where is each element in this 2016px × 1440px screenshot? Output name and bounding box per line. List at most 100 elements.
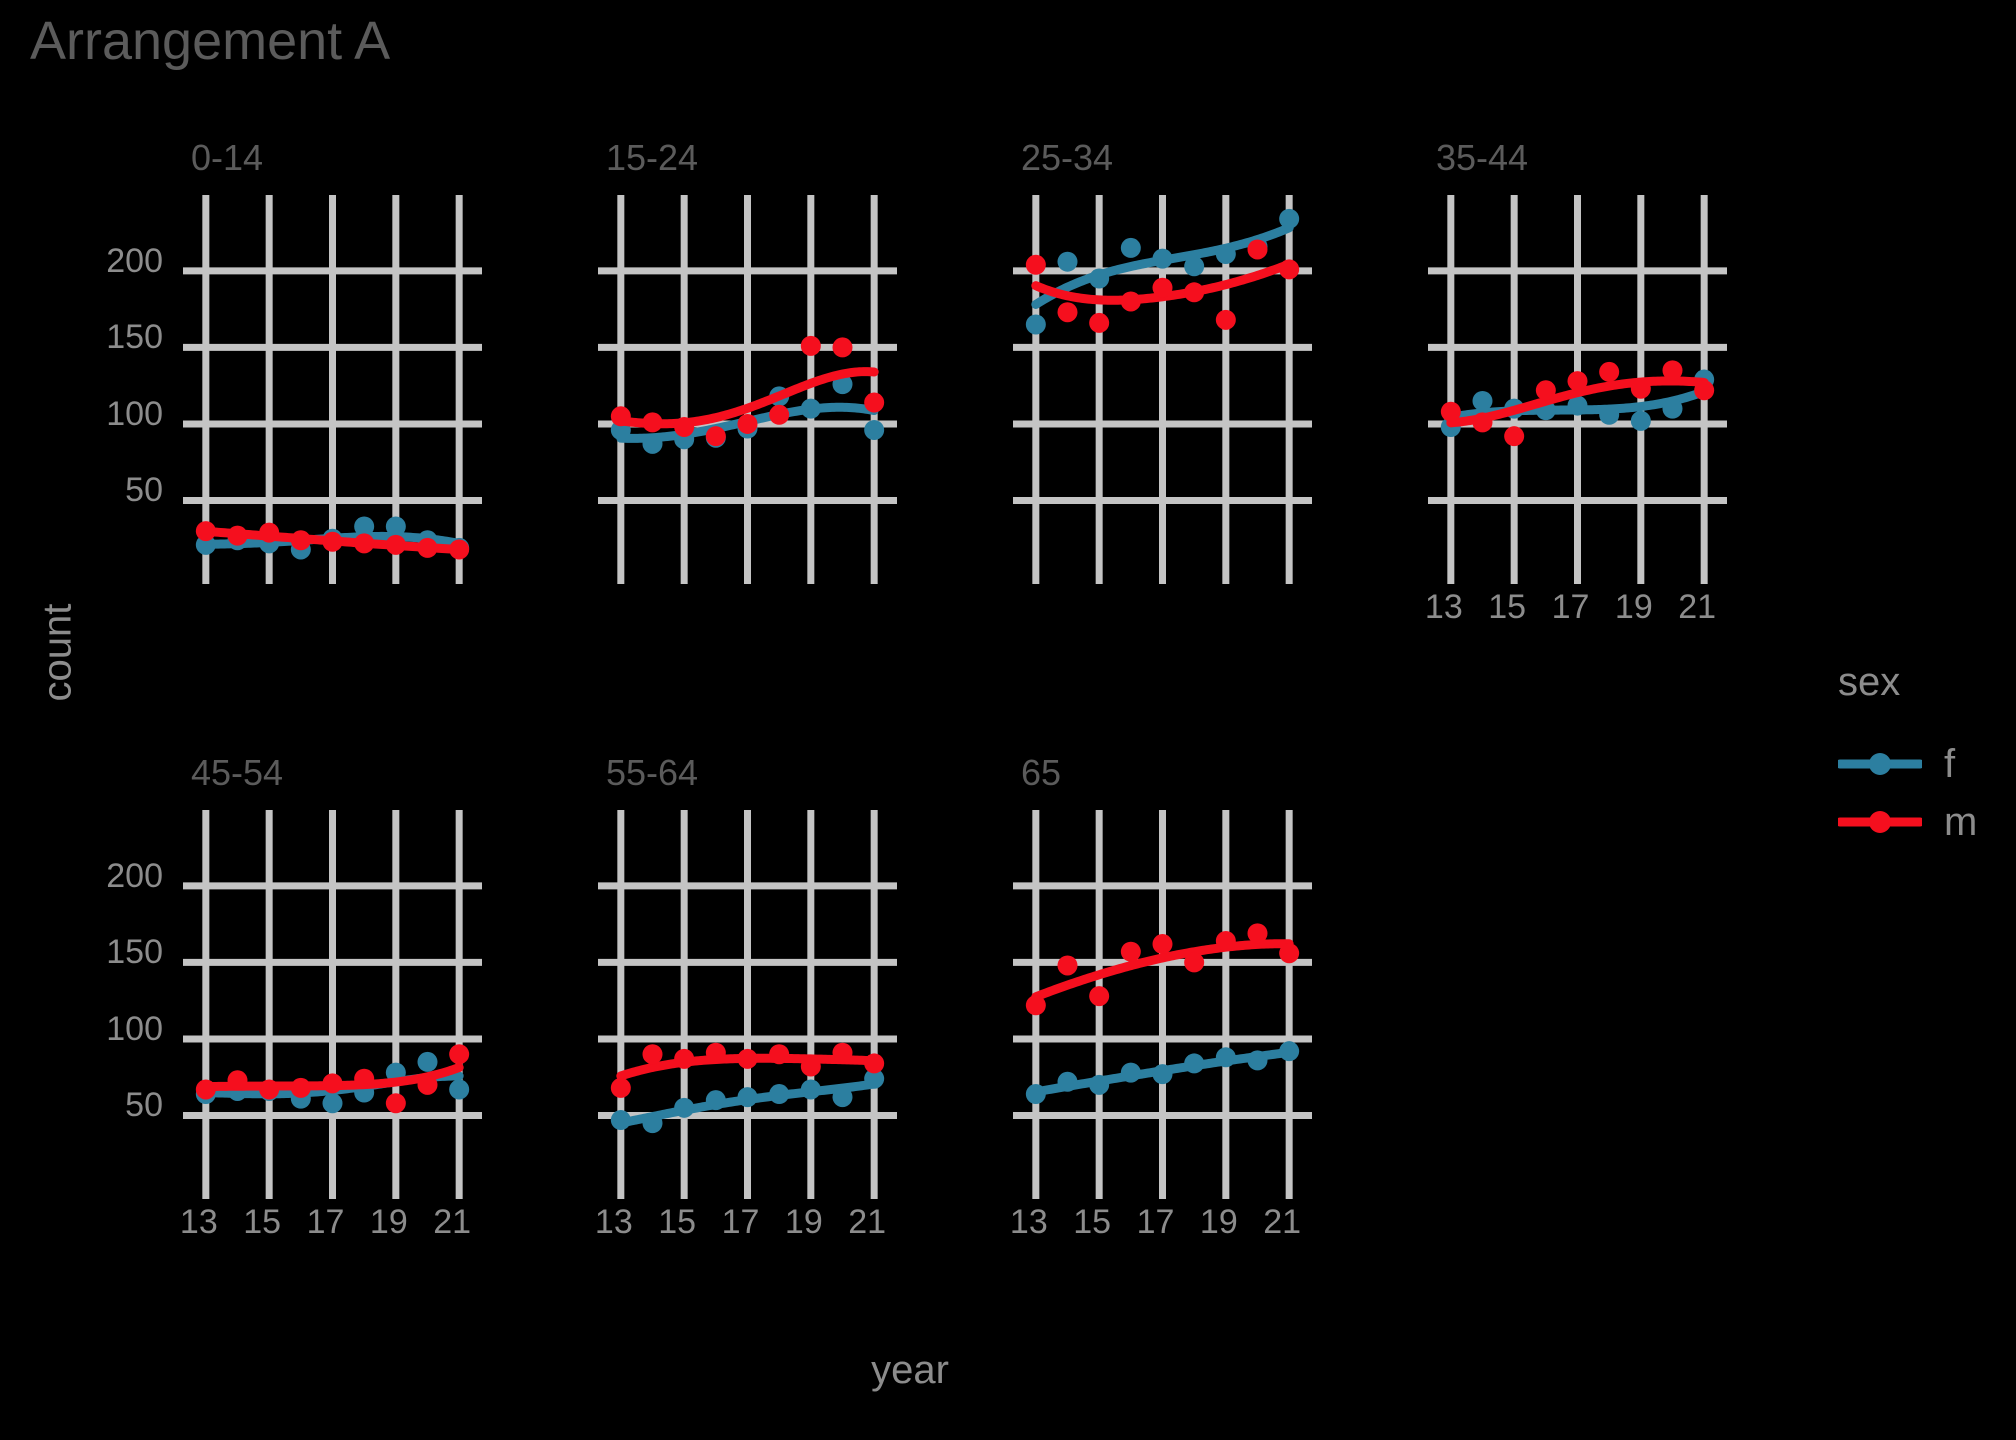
x-tick-label: 19 bbox=[1199, 1203, 1238, 1241]
data-point bbox=[290, 1077, 311, 1098]
legend-key-icon bbox=[1838, 793, 1922, 851]
series-m bbox=[610, 335, 885, 447]
data-point bbox=[417, 1051, 438, 1072]
data-point bbox=[705, 1090, 726, 1111]
data-point bbox=[195, 534, 216, 555]
facet-strip-label: 35-44 bbox=[1436, 137, 1529, 178]
legend-title: sex bbox=[1838, 660, 1901, 704]
x-tick-label: 19 bbox=[369, 1203, 408, 1241]
facet-panel bbox=[183, 195, 482, 584]
x-tick-label: 13 bbox=[179, 1203, 218, 1241]
y-tick-label: 200 bbox=[106, 241, 163, 280]
facet-panel bbox=[1428, 195, 1727, 584]
smooth-line bbox=[1031, 939, 1294, 1002]
data-point bbox=[1152, 1064, 1173, 1085]
y-tick-label: 150 bbox=[106, 318, 163, 357]
data-point bbox=[354, 1068, 375, 1089]
data-point bbox=[1152, 248, 1173, 269]
data-point bbox=[1184, 256, 1205, 277]
grid-lines bbox=[1013, 810, 1312, 1199]
data-point bbox=[385, 1093, 406, 1114]
data-point bbox=[1057, 251, 1078, 272]
x-tick-label: 13 bbox=[1009, 1203, 1048, 1241]
grid-lines bbox=[183, 810, 482, 1199]
series-m bbox=[610, 1042, 885, 1098]
data-point bbox=[1089, 1074, 1110, 1095]
facet-strip-label: 65 bbox=[1021, 752, 1062, 793]
data-point bbox=[227, 525, 248, 546]
data-point bbox=[1567, 371, 1588, 392]
data-point bbox=[1279, 943, 1300, 964]
x-tick-label: 15 bbox=[1073, 1203, 1112, 1241]
x-tick-label: 19 bbox=[784, 1203, 823, 1241]
data-point bbox=[800, 335, 821, 356]
data-point bbox=[864, 1068, 885, 1089]
data-point bbox=[1152, 277, 1173, 298]
facet-panel bbox=[1013, 810, 1312, 1199]
data-point bbox=[385, 534, 406, 555]
data-point bbox=[1089, 312, 1110, 333]
y-tick-label: 200 bbox=[106, 856, 163, 895]
y-tick-label: 50 bbox=[125, 1086, 163, 1125]
data-point bbox=[1279, 208, 1300, 229]
data-point bbox=[1120, 291, 1141, 312]
data-point bbox=[1247, 1050, 1268, 1071]
data-point bbox=[1472, 390, 1493, 411]
data-point bbox=[1630, 410, 1651, 431]
series-m bbox=[1025, 239, 1300, 333]
x-tick-label: 19 bbox=[1614, 588, 1653, 626]
data-point bbox=[1440, 401, 1461, 422]
smooth-line bbox=[1446, 376, 1709, 428]
data-point bbox=[259, 1079, 280, 1100]
legend-item-f[interactable]: f bbox=[1838, 735, 1977, 793]
data-point bbox=[1152, 934, 1173, 955]
data-point bbox=[1184, 1053, 1205, 1074]
legend-item-label: m bbox=[1944, 799, 1978, 844]
data-point bbox=[1504, 426, 1525, 447]
data-point bbox=[1025, 254, 1046, 275]
facet-strip-label: 0-14 bbox=[191, 137, 264, 178]
data-point bbox=[290, 530, 311, 551]
data-point bbox=[1472, 412, 1493, 433]
data-point bbox=[227, 1070, 248, 1091]
data-point bbox=[1120, 237, 1141, 258]
y-tick-label: 100 bbox=[106, 394, 163, 433]
data-point bbox=[864, 392, 885, 413]
data-point bbox=[674, 417, 695, 437]
grid-lines bbox=[598, 810, 897, 1199]
data-point bbox=[737, 413, 758, 434]
data-point bbox=[1089, 268, 1110, 289]
data-point bbox=[832, 1042, 853, 1063]
legend-item-m[interactable]: m bbox=[1838, 793, 1977, 851]
y-tick-label: 150 bbox=[106, 933, 163, 972]
data-point bbox=[1279, 1041, 1300, 1062]
data-point bbox=[674, 1048, 695, 1069]
data-point bbox=[449, 1079, 470, 1100]
x-tick-label: 21 bbox=[1263, 1203, 1302, 1241]
data-point bbox=[705, 426, 726, 447]
data-point bbox=[259, 522, 280, 543]
data-point bbox=[195, 1079, 216, 1100]
data-point bbox=[1089, 986, 1110, 1007]
x-tick-label: 21 bbox=[1678, 588, 1717, 626]
data-point bbox=[1215, 1047, 1236, 1068]
data-point bbox=[1599, 404, 1620, 425]
data-point bbox=[1057, 955, 1078, 976]
data-point bbox=[1120, 941, 1141, 962]
x-tick-label: 13 bbox=[1424, 588, 1463, 626]
data-point bbox=[1630, 378, 1651, 399]
facet-panel bbox=[598, 195, 897, 584]
data-point bbox=[800, 398, 821, 419]
facet-strip-label: 55-64 bbox=[606, 752, 699, 793]
x-tick-label: 21 bbox=[848, 1203, 887, 1241]
data-point bbox=[1215, 309, 1236, 330]
data-point bbox=[832, 1087, 853, 1108]
series-f bbox=[610, 1068, 885, 1134]
facet-strip-label: 15-24 bbox=[606, 137, 699, 178]
data-point bbox=[1120, 1062, 1141, 1083]
y-axis-label: count bbox=[35, 603, 80, 702]
data-point bbox=[610, 1077, 631, 1098]
data-point bbox=[1567, 395, 1588, 416]
y-tick-label: 100 bbox=[106, 1009, 163, 1048]
